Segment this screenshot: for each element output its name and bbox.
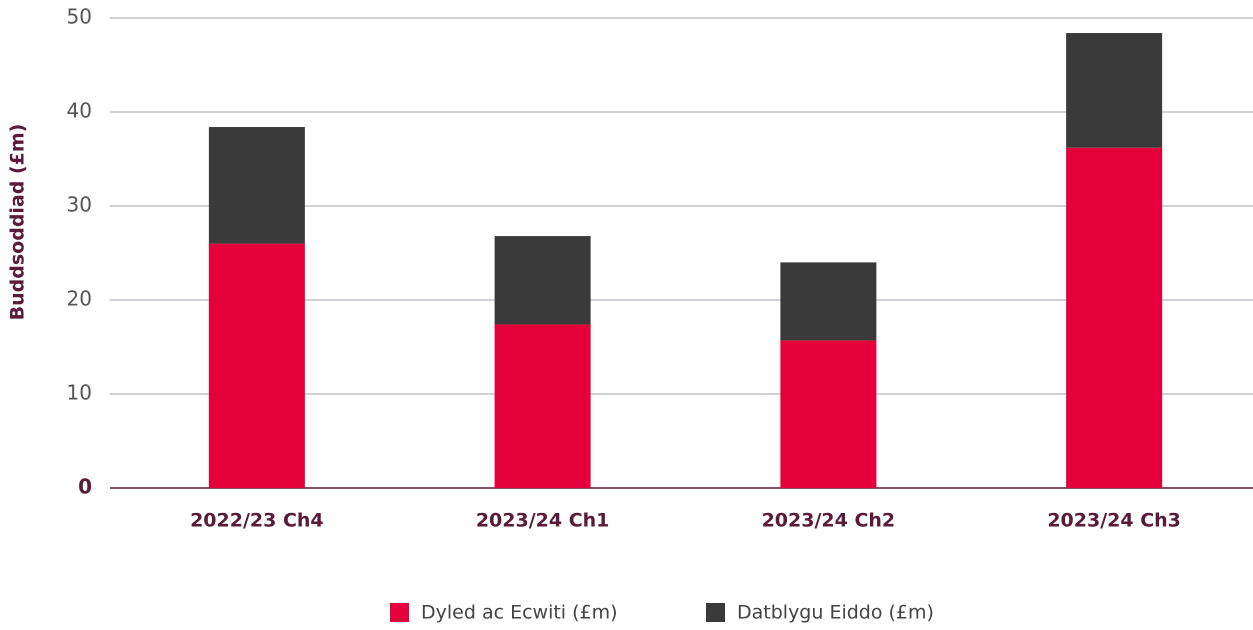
y-tick-label: 0 xyxy=(78,475,92,499)
bar-segment xyxy=(1066,147,1163,488)
legend-label: Dyled ac Ecwiti (£m) xyxy=(421,602,618,624)
legend-swatch xyxy=(706,603,725,622)
bar-segment xyxy=(494,236,591,325)
legend-swatch xyxy=(390,603,409,622)
x-tick-label: 2023/24 Ch1 xyxy=(476,510,610,532)
bar-segment xyxy=(780,340,877,488)
bar-segment xyxy=(1066,33,1163,148)
bar-segment xyxy=(780,262,877,341)
x-tick-label: 2023/24 Ch2 xyxy=(762,510,896,532)
x-tick-label: 2022/23 Ch4 xyxy=(190,510,324,532)
bar-segment xyxy=(208,243,305,488)
y-tick-label: 10 xyxy=(67,381,92,405)
y-tick-label: 50 xyxy=(67,5,92,29)
bar-segment xyxy=(208,127,305,244)
y-tick-label: 20 xyxy=(67,287,92,311)
y-tick-label: 30 xyxy=(67,193,92,217)
y-axis-label: Buddsoddiad (£m) xyxy=(7,124,29,321)
legend-label: Datblygu Eiddo (£m) xyxy=(737,602,934,624)
bar-segment xyxy=(494,324,591,488)
y-tick-label: 40 xyxy=(67,99,92,123)
x-tick-label: 2023/24 Ch3 xyxy=(1047,510,1181,532)
